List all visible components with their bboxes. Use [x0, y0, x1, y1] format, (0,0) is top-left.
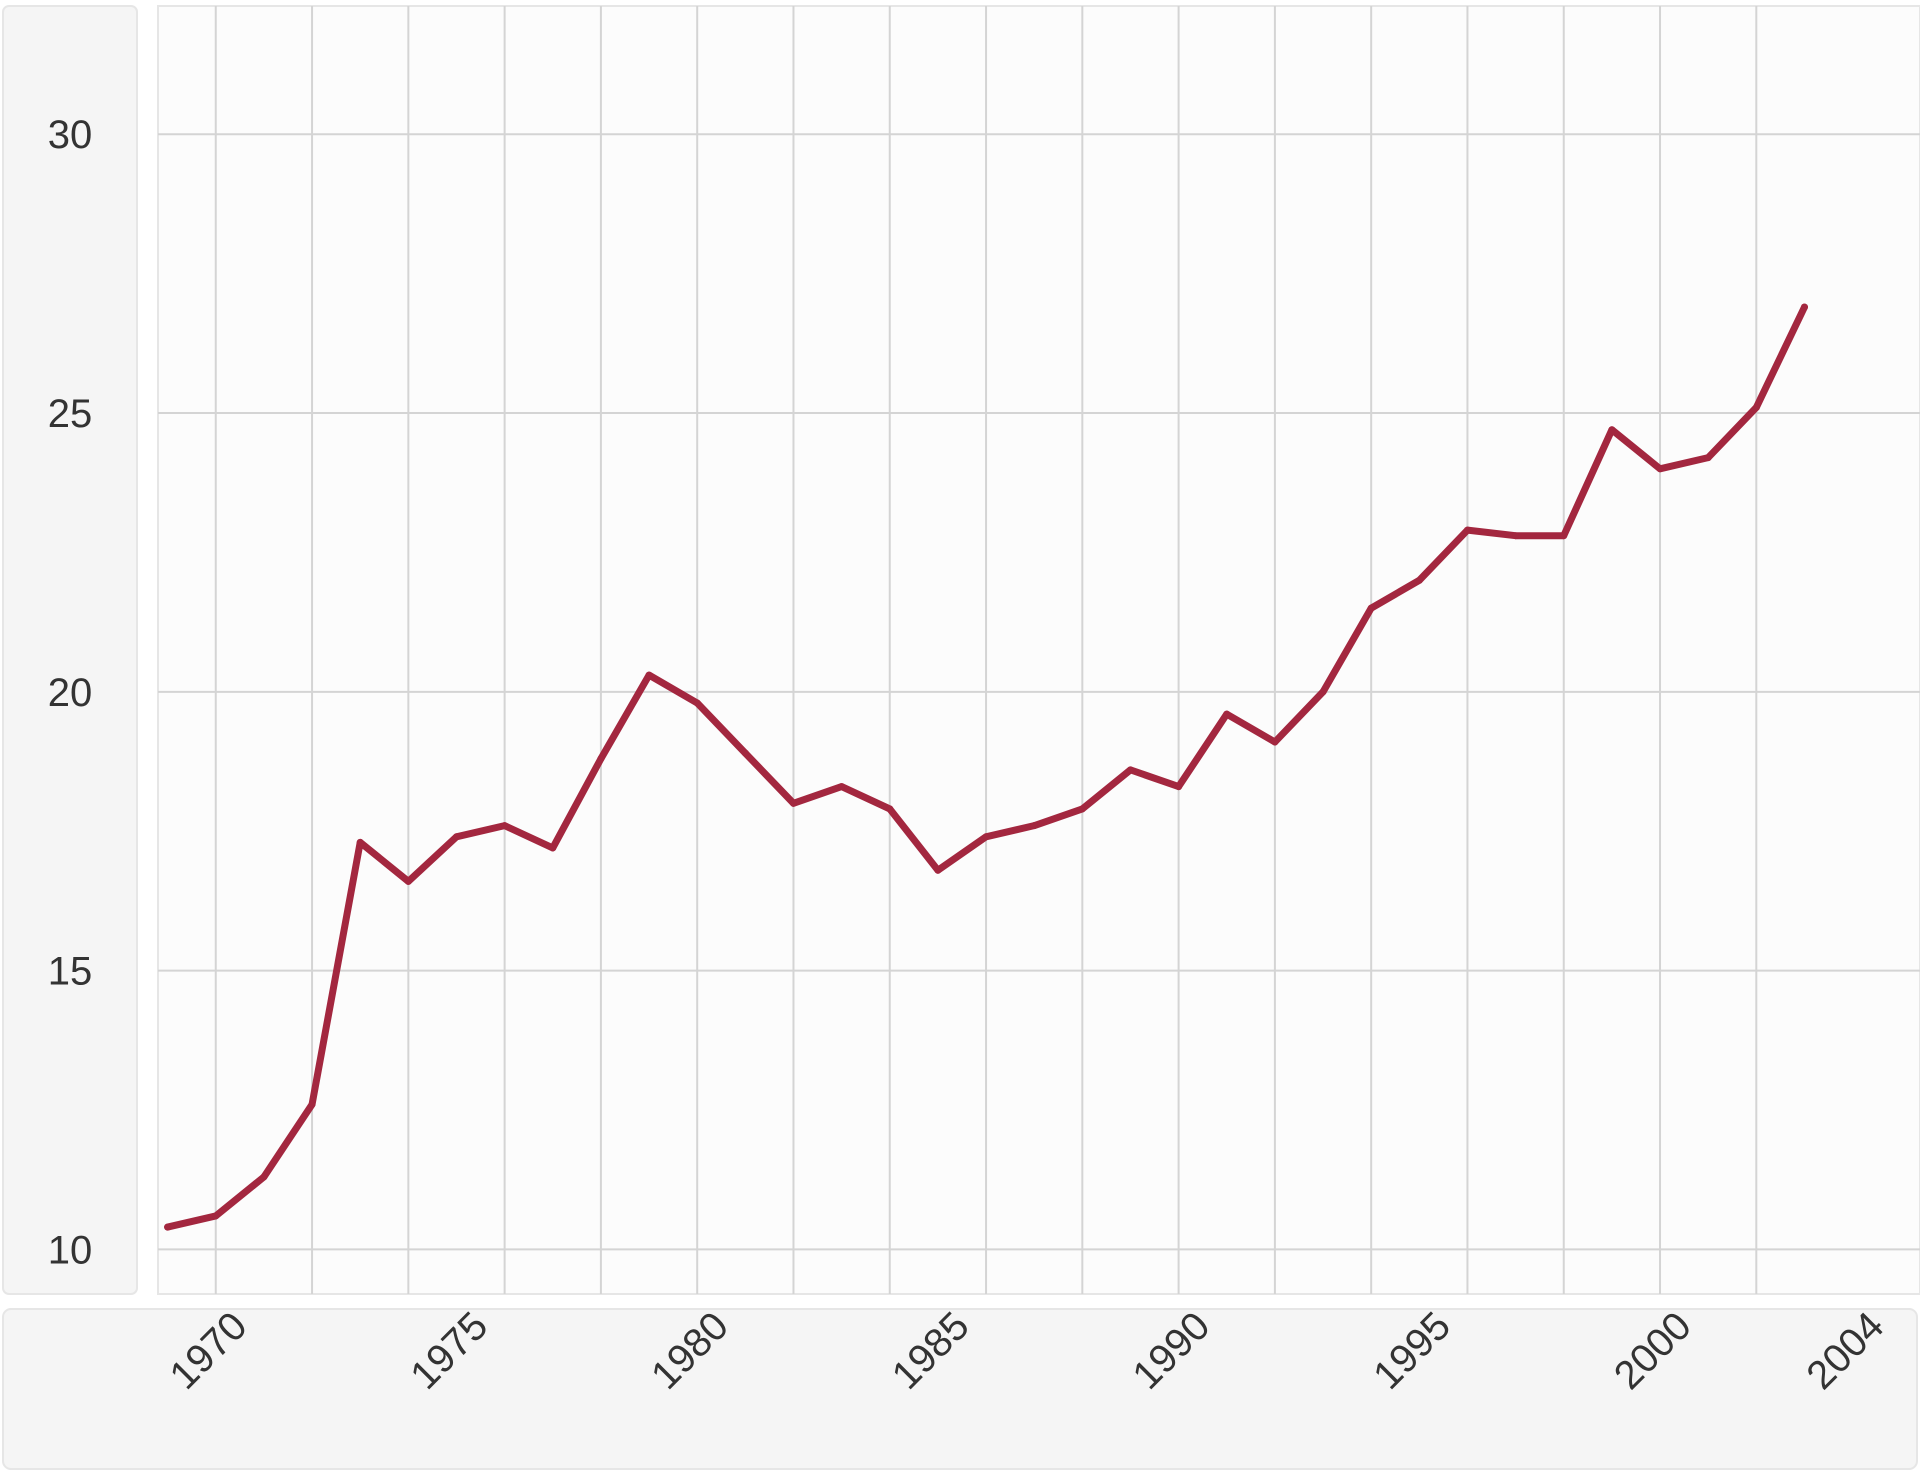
data-point — [1415, 576, 1423, 584]
data-point — [934, 866, 942, 874]
data-point — [1656, 465, 1664, 473]
data-point — [501, 822, 509, 830]
data-point — [982, 833, 990, 841]
gridlines — [158, 6, 1920, 1294]
series-group — [164, 303, 1808, 1231]
data-point — [789, 799, 797, 807]
data-point — [1367, 604, 1375, 612]
data-point — [886, 805, 894, 813]
y-tick-label: 15 — [48, 950, 93, 994]
data-point — [452, 833, 460, 841]
data-point — [1126, 766, 1134, 774]
data-point — [356, 838, 364, 846]
data-point — [1800, 303, 1808, 311]
data-point — [1271, 738, 1279, 746]
data-point — [1704, 454, 1712, 462]
data-point — [260, 1173, 268, 1181]
data-point — [1223, 710, 1231, 718]
data-point — [1608, 426, 1616, 434]
y-tick-label: 20 — [48, 671, 93, 715]
data-point — [1175, 783, 1183, 791]
data-point — [645, 671, 653, 679]
data-point — [1030, 822, 1038, 830]
data-point — [308, 1100, 316, 1108]
y-axis-panel — [2, 5, 138, 1295]
data-point — [164, 1223, 172, 1231]
data-point — [549, 844, 557, 852]
x-axis-panel — [2, 1308, 1918, 1470]
plot-area — [157, 5, 1920, 1295]
data-point — [1078, 805, 1086, 813]
y-tick-label: 10 — [48, 1228, 93, 1272]
data-point — [597, 755, 605, 763]
data-point — [1512, 532, 1520, 540]
data-point — [693, 699, 701, 707]
data-point — [741, 749, 749, 757]
data-point — [1319, 688, 1327, 696]
data-point — [404, 877, 412, 885]
y-tick-label: 30 — [48, 113, 93, 157]
data-point — [1752, 403, 1760, 411]
y-tick-label: 25 — [48, 392, 93, 436]
data-point — [838, 783, 846, 791]
data-point — [1560, 532, 1568, 540]
data-point — [212, 1212, 220, 1220]
data-point — [1463, 526, 1471, 534]
y-axis-tick-labels: 10 15 20 25 30 — [48, 113, 93, 1272]
